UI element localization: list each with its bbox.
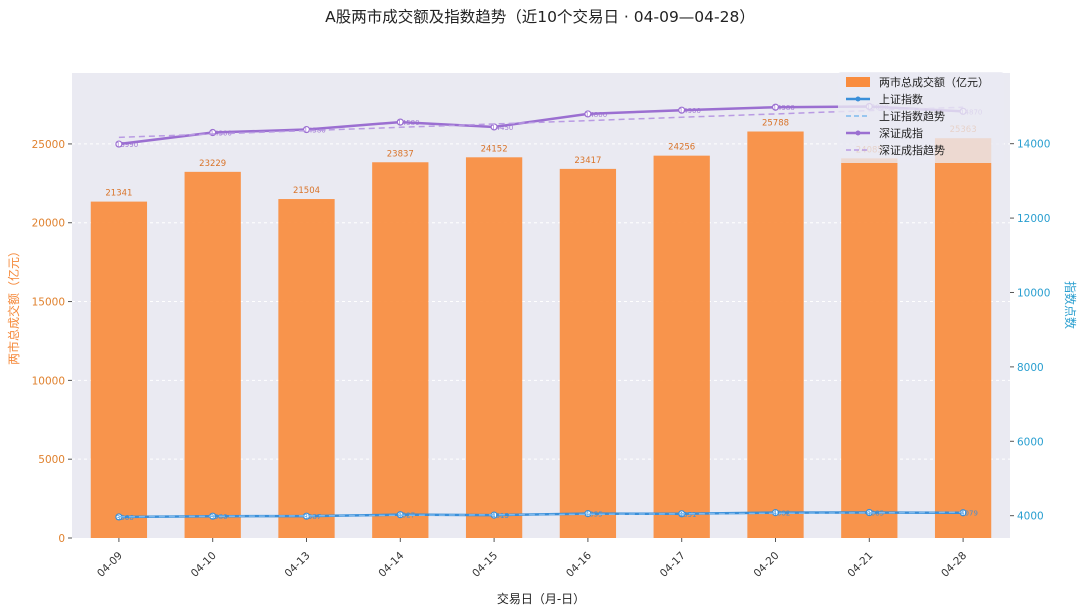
legend-label: 两市总成交额（亿元） [879,75,989,89]
x-tick-label: 04-17 [658,550,688,580]
legend-box [838,72,1004,163]
x-tick-label: 04-20 [752,550,782,580]
x-axis-label: 交易日（月-日） [497,591,585,606]
point-data-label: 14800 [585,111,607,119]
x-tick-label: 04-09 [95,550,125,580]
y-tick-label-right: 14000 [1017,139,1050,151]
line-point [584,110,592,118]
y-axis-right-label: 指数点数 [1063,281,1078,329]
legend-label: 上证指数 [879,92,923,106]
y-axis-left: 0 5000 10000 15000 20000 25000 [32,139,72,545]
point-data-label: 14580 [397,119,419,127]
legend-swatch-bar [846,77,870,87]
bar-data-label: 23229 [199,159,226,169]
x-tick-label: 04-21 [845,550,875,580]
chart-title: A股两市成交额及指数趋势（近10个交易日 · 04-09—04-28） [325,8,755,26]
line-point [115,140,123,148]
y-tick-label-right: 10000 [1017,287,1050,299]
bar [841,158,898,538]
y-tick-label-right: 12000 [1017,213,1050,225]
trend-line [118,511,964,518]
line-point [302,125,311,134]
x-axis: 04-09 04-10 04-13 04-14 04-15 04-16 04-17 04-20… [95,538,969,580]
bar-series [90,131,992,539]
point-data-label: 14900 [679,107,701,115]
y-axis-left-label: 两市总成交额（亿元） [6,245,21,365]
line-point [771,103,780,111]
legend-swatch-marker [855,130,861,136]
x-tick-label: 04-15 [470,550,500,580]
bar [90,201,148,538]
legend-label: 深证成指 [879,126,923,140]
bar [653,155,710,538]
bar [465,157,523,538]
y-tick-label-left: 20000 [32,218,65,230]
y-tick-label-left: 25000 [32,139,65,151]
point-data-label: 3986 [210,513,228,521]
point-data-label: 4079 [960,510,978,518]
y-tick-label-left: 5000 [38,454,65,466]
legend-label: 深证成指趋势 [879,143,945,157]
point-data-label: 4027 [397,512,415,520]
bar [184,171,241,538]
x-tick-label: 04-16 [564,549,594,579]
point-data-label: 3987 [304,513,322,521]
bar [559,168,617,538]
y-tick-label-right: 6000 [1017,436,1044,448]
bar-data-label: 24256 [668,143,695,153]
point-data-label: 13990 [116,141,138,149]
bar-data-label: 24152 [481,144,508,154]
bar-data-label: 23417 [574,156,601,166]
x-tick-label: 04-28 [939,550,969,580]
point-data-label: 4085 [866,510,884,518]
bar-data-label: 21341 [105,189,132,199]
x-tick-label: 04-10 [189,550,219,580]
series-line [118,105,964,146]
bar-data-label: 23837 [387,149,414,159]
y-tick-label-right: 8000 [1017,362,1044,374]
y-axis-right: 4000 6000 8000 10000 12000 14000 [1010,139,1050,523]
point-data-label: 3966 [116,514,134,522]
bar [278,199,335,539]
point-data-label: 4051 [679,511,697,519]
point-data-label: 14450 [491,124,513,132]
bar [372,162,429,539]
point-data-label: 4015 [491,512,509,520]
line-point [396,118,404,126]
bar-data-label: 25788 [762,119,789,129]
line-point [678,106,686,114]
bar [747,131,804,539]
legend-swatch-marker [855,96,861,102]
y-tick-label-left: 0 [58,533,65,545]
y-tick-label-left: 15000 [32,297,65,309]
y-tick-label-right: 4000 [1017,511,1044,523]
bar-data-label: 21504 [293,186,320,196]
legend-label: 上证指数趋势 [879,109,945,123]
trend-line [118,106,964,139]
point-data-label: 14980 [773,104,795,112]
x-tick-label: 04-13 [283,550,313,580]
bar [934,138,992,539]
x-tick-label: 04-14 [376,549,406,579]
y-tick-label-left: 10000 [32,375,65,387]
